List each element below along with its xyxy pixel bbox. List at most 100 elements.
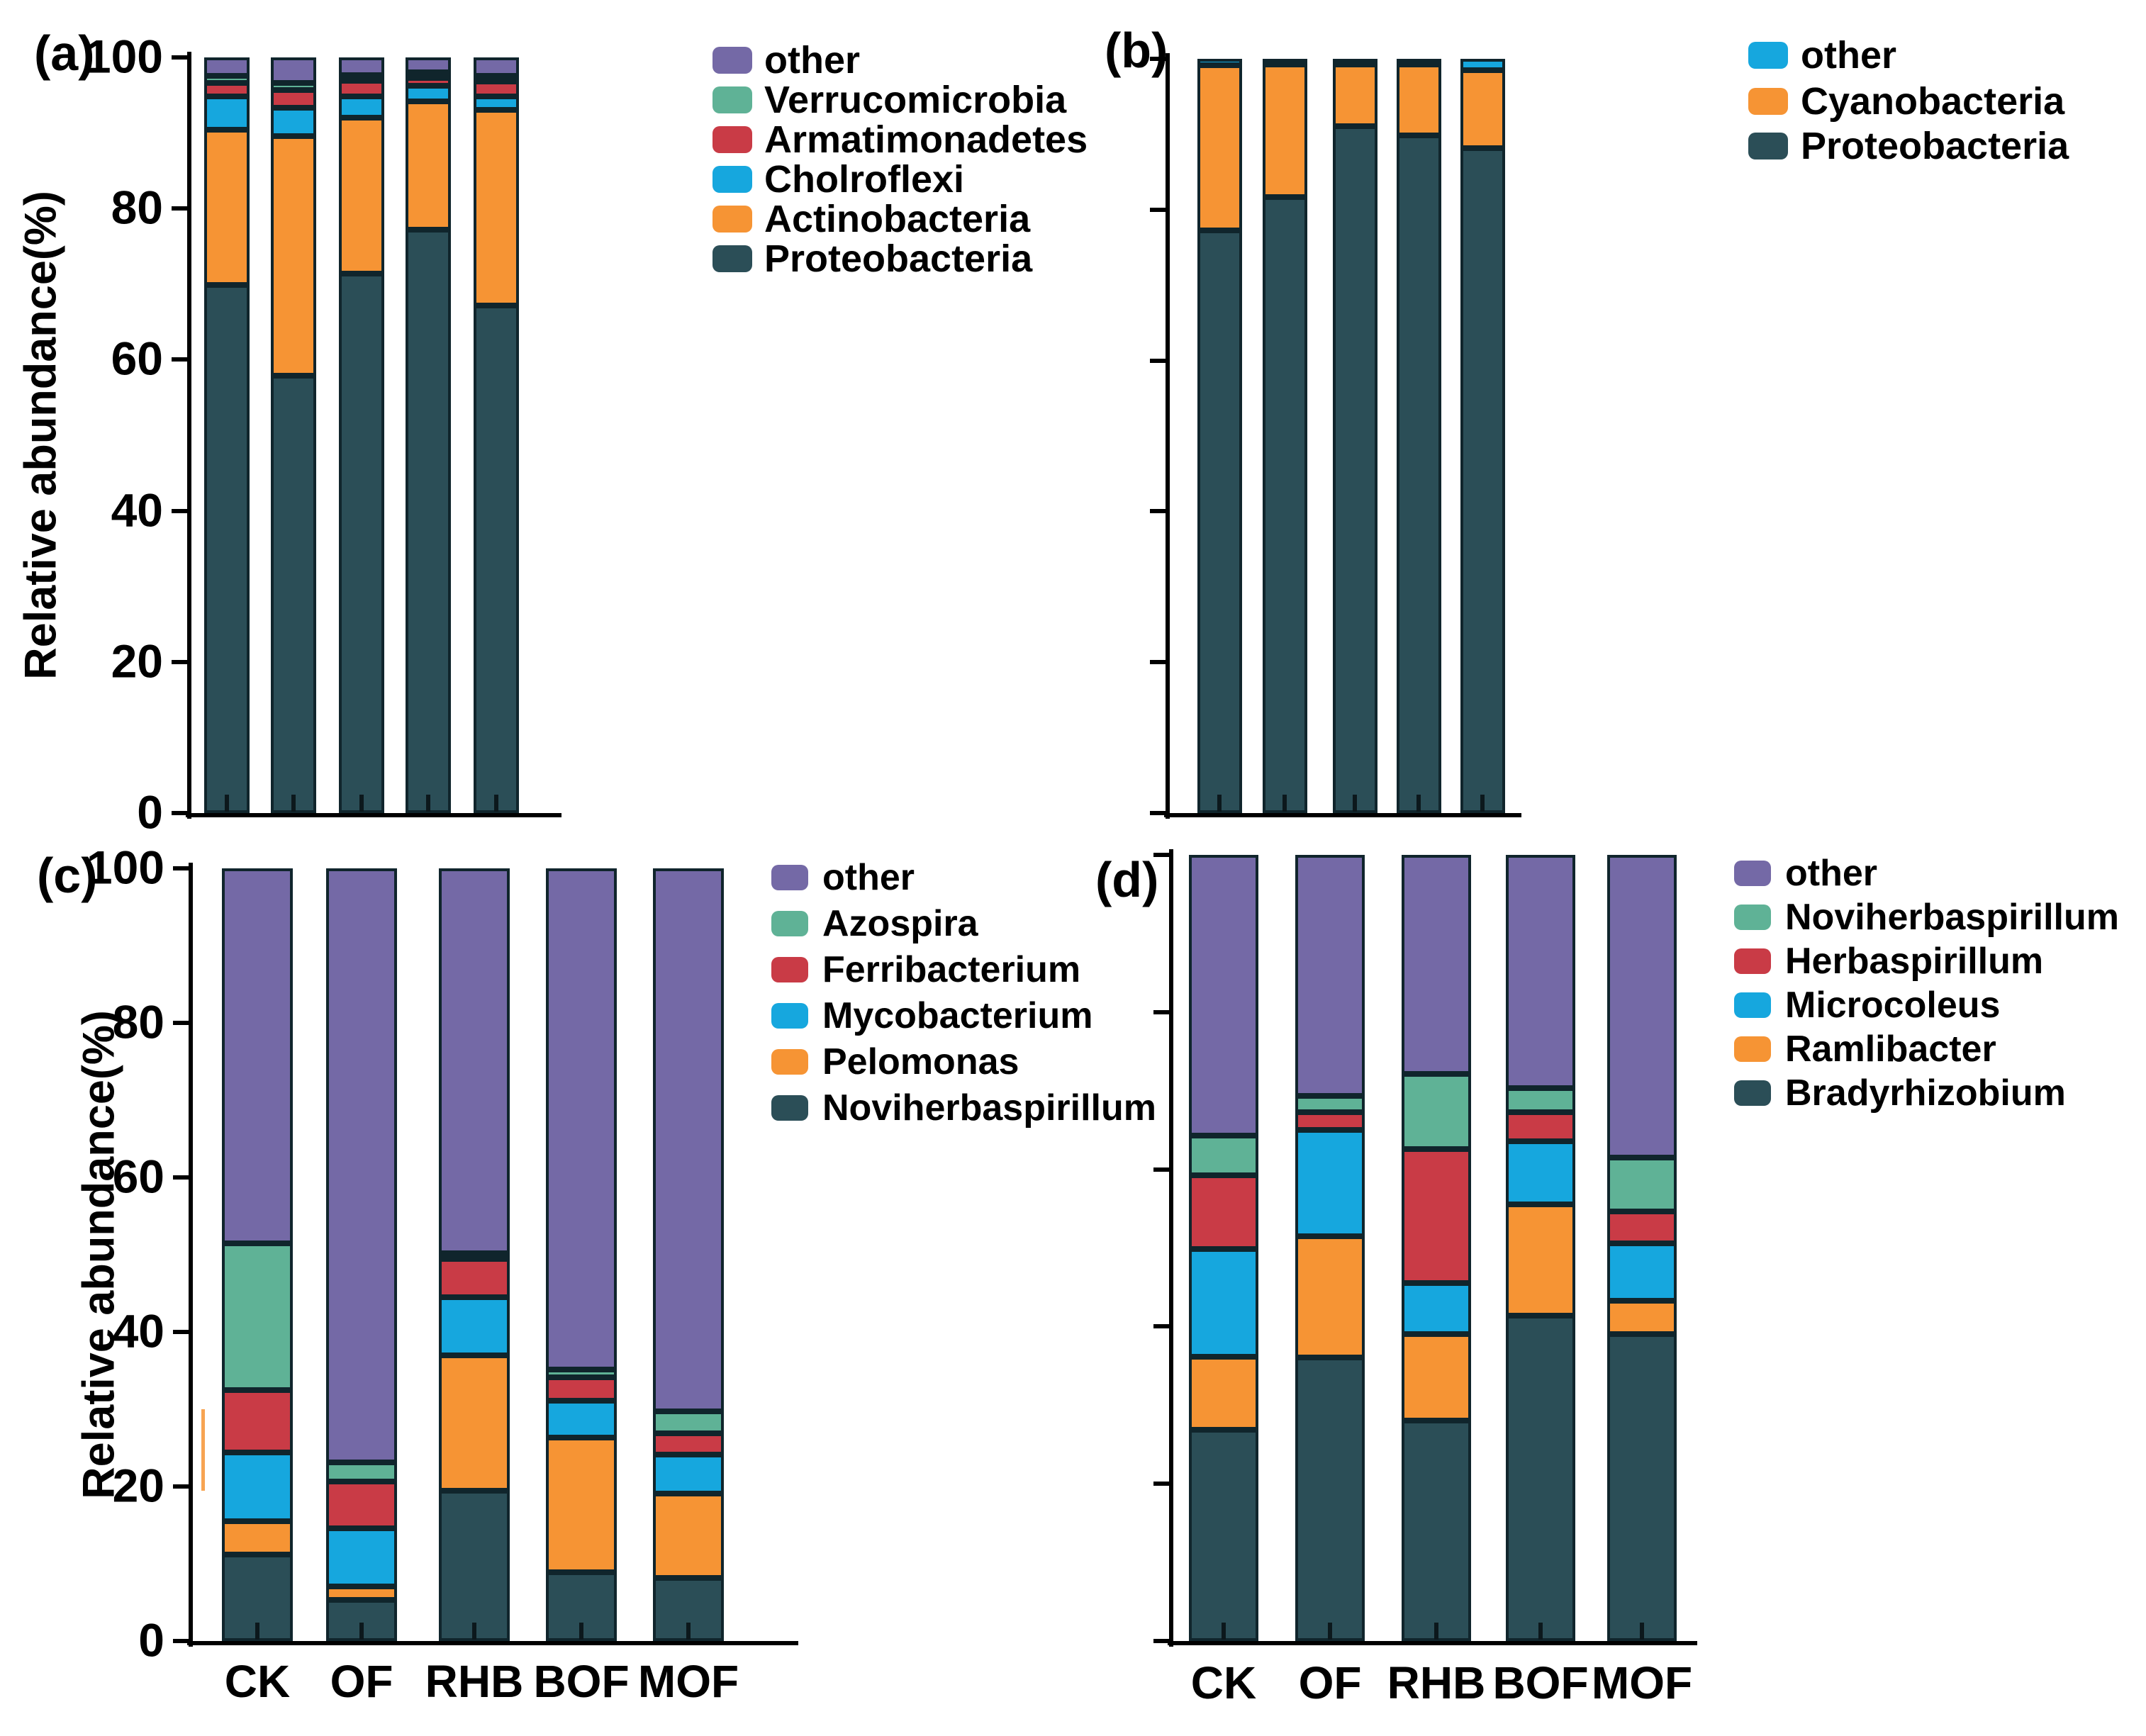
bar-segment-Verrucomicrobia <box>271 83 316 90</box>
stacked-bar-c-RHB <box>439 868 510 1641</box>
bar-segment-other <box>339 57 384 75</box>
bar-segment-Proteobacteria <box>204 284 250 813</box>
stacked-bar-d-RHB <box>1402 855 1471 1641</box>
bar-segment-other <box>1402 855 1471 1075</box>
bar-segment-other <box>326 868 397 1463</box>
legend-label-a-Verrucomicrobia: Verrucomicrobia <box>764 79 1067 121</box>
y-tick-c-20 <box>173 1484 189 1489</box>
bar-segment-Actinobacteria <box>339 117 384 274</box>
x-category-label-CK: CK <box>1190 1657 1257 1708</box>
x-tick-b-OF <box>1282 795 1287 812</box>
y-tick-label-c-0: 0 <box>138 1613 164 1667</box>
stacked-bar-a-CK <box>204 57 250 813</box>
bar-segment-other <box>1460 59 1505 70</box>
bar-segment-Cholroflexi <box>406 85 451 102</box>
x-axis-line-b <box>1164 813 1521 817</box>
bar-segment-Cyanobacteria <box>1332 65 1377 127</box>
stacked-bar-b-BOF <box>1396 59 1441 813</box>
bar-segment-other <box>439 868 510 1253</box>
bar-segment-Noviherbaspirillum <box>439 1490 510 1641</box>
legend-swatch-c-Noviherbaspirillum <box>771 1095 808 1121</box>
stacked-bar-c-BOF <box>546 868 617 1641</box>
stacked-bar-a-OF <box>271 57 316 813</box>
legend-swatch-d-Microcoleus <box>1734 992 1771 1018</box>
y-axis-line-c <box>189 863 193 1647</box>
legend-swatch-a-Proteobacteria <box>712 245 752 272</box>
legend-label-c-Ferribacterium: Ferribacterium <box>822 949 1081 990</box>
stacked-bar-b-RHB <box>1332 59 1377 813</box>
legend-label-b-Proteobacteria: Proteobacteria <box>1801 125 2069 167</box>
bar-segment-other <box>1295 855 1365 1097</box>
legend-swatch-a-Actinobacteria <box>712 206 752 233</box>
stacked-bar-b-MOF <box>1460 59 1505 813</box>
x-category-label-RHB: RHB <box>425 1656 524 1707</box>
stray-orange-artifact <box>201 1409 205 1491</box>
y-axis-line-b <box>1166 53 1170 819</box>
bar-segment-Bradyrhizobium <box>1402 1421 1471 1641</box>
bar-segment-Armatimonadetes <box>474 81 519 96</box>
y-axis-line-d <box>1169 849 1173 1647</box>
bar-segment-Cholroflexi <box>204 96 250 130</box>
panel-label-c: (c) <box>37 848 98 903</box>
y-tick-b-60 <box>1150 358 1166 363</box>
y-tick-label-a-0: 0 <box>137 785 163 839</box>
bar-segment-Ferribacterium <box>326 1482 397 1528</box>
legend-label-b-other: other <box>1801 34 1896 77</box>
y-tick-d-40 <box>1153 1324 1169 1329</box>
x-tick-d-RHB <box>1434 1623 1438 1640</box>
legend-label-c-Pelomonas: Pelomonas <box>822 1041 1019 1082</box>
bar-segment-Noviherbaspirillum <box>1506 1088 1575 1112</box>
x-category-label-CK: CK <box>224 1656 291 1707</box>
bar-segment-Microcoleus <box>1402 1283 1471 1335</box>
bar-segment-Ferribacterium <box>546 1377 617 1401</box>
bar-segment-Armatimonadetes <box>271 89 316 108</box>
legend-label-c-other: other <box>822 857 915 898</box>
y-tick-a-60 <box>172 357 187 362</box>
x-tick-d-MOF <box>1640 1623 1644 1640</box>
x-tick-a-BOF <box>426 795 430 812</box>
legend-label-a-other: other <box>764 39 860 82</box>
y-tick-label-a-20: 20 <box>111 634 163 688</box>
bar-segment-Cyanobacteria <box>1262 65 1307 197</box>
x-tick-a-OF <box>291 795 296 812</box>
bar-segment-Actinobacteria <box>271 135 316 376</box>
bar-segment-Ramlibacter <box>1607 1300 1677 1335</box>
y-tick-a-20 <box>172 659 187 664</box>
bar-segment-Armatimonadetes <box>204 83 250 97</box>
y-tick-c-80 <box>173 1021 189 1025</box>
legend-swatch-b-Cyanobacteria <box>1748 88 1788 115</box>
legend-swatch-a-Cholroflexi <box>712 166 752 193</box>
x-axis-line-a <box>186 813 561 817</box>
legend-swatch-d-Bradyrhizobium <box>1734 1080 1771 1106</box>
legend-swatch-c-Azospira <box>771 911 808 936</box>
bar-segment-other <box>406 57 451 73</box>
legend-swatch-c-Mycobacterium <box>771 1003 808 1029</box>
x-tick-a-MOF <box>494 795 498 812</box>
y-tick-label-c-40: 40 <box>112 1304 164 1357</box>
x-tick-c-BOF <box>579 1623 583 1640</box>
bar-segment-other <box>222 868 293 1243</box>
bar-segment-other <box>546 868 617 1370</box>
bar-segment-Pelomonas <box>439 1355 510 1491</box>
x-category-label-RHB: RHB <box>1387 1657 1486 1708</box>
bar-segment-other <box>1262 59 1307 65</box>
legend-label-d-other: other <box>1785 853 1877 894</box>
bar-segment-Mycobacterium <box>439 1297 510 1355</box>
bar-segment-Pelomonas <box>222 1521 293 1555</box>
y-tick-b-20 <box>1150 660 1166 665</box>
y-tick-label-a-80: 80 <box>111 181 163 234</box>
bar-segment-Proteobacteria <box>406 230 451 814</box>
bar-segment-Verrucomicrobia <box>406 72 451 79</box>
y-tick-c-40 <box>173 1330 189 1334</box>
bar-segment-other <box>271 57 316 84</box>
bar-segment-Cyanobacteria <box>1396 65 1441 135</box>
x-axis-line-d <box>1168 1641 1697 1645</box>
y-tick-label-a-40: 40 <box>111 483 163 537</box>
bar-segment-Proteobacteria <box>1332 126 1377 813</box>
x-category-label-BOF: BOF <box>1492 1657 1589 1708</box>
bar-segment-Mycobacterium <box>326 1528 397 1586</box>
x-tick-c-RHB <box>472 1623 476 1640</box>
bar-segment-Herbaspirillum <box>1402 1148 1471 1284</box>
stacked-bar-b-CK <box>1197 59 1242 813</box>
bar-segment-Pelomonas <box>546 1438 617 1572</box>
